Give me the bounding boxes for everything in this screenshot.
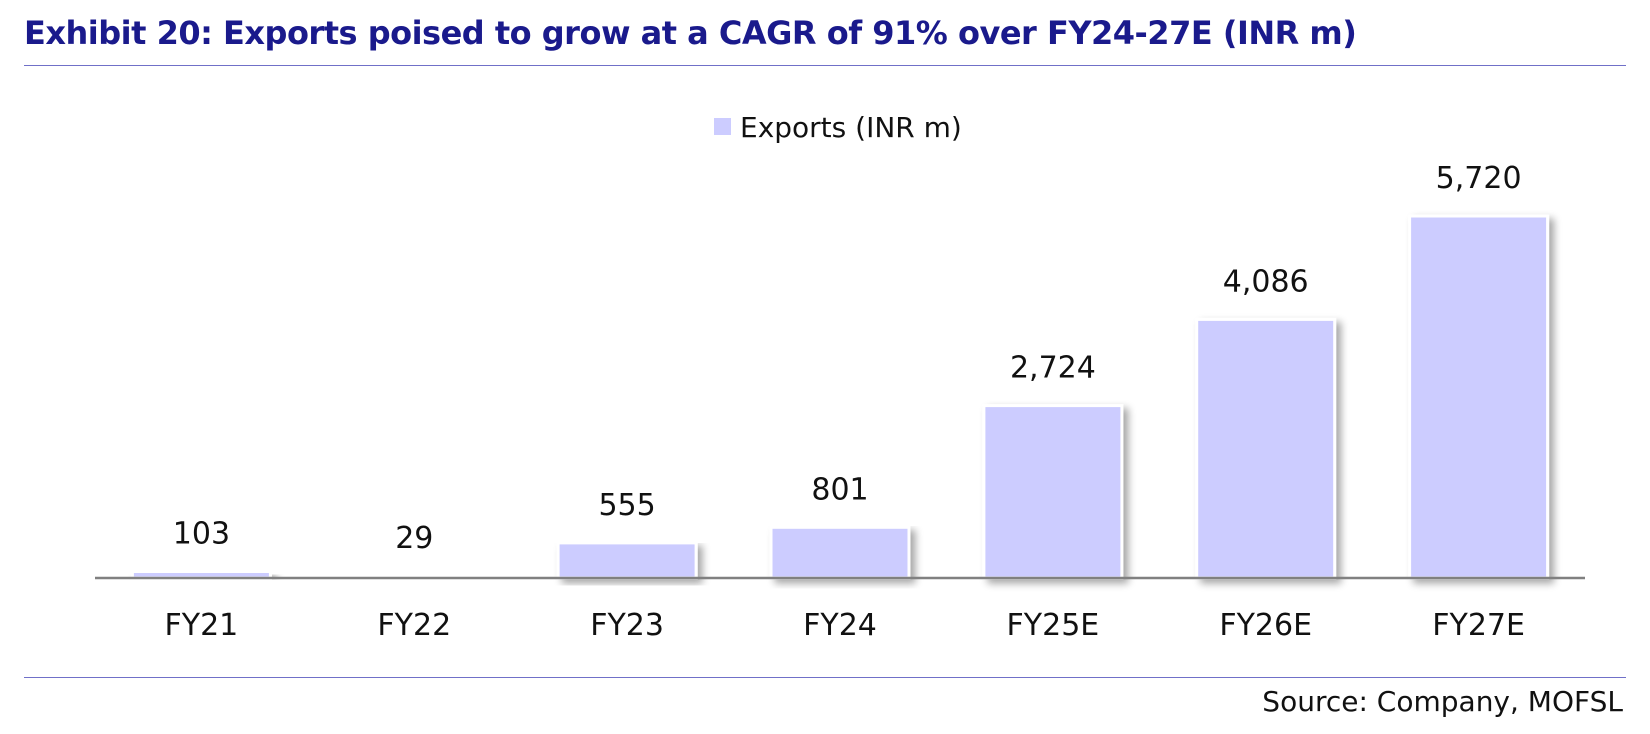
- category-label-fy25e: FY25E: [1007, 608, 1100, 643]
- source-note: Source: Company, MOFSL: [1262, 685, 1623, 718]
- value-label-fy23: 555: [598, 488, 655, 523]
- value-labels-group: 103 29 555 801 2,724 4,086 5,720: [173, 161, 1522, 556]
- legend: Exports (INR m): [714, 111, 962, 144]
- value-label-fy25e: 2,724: [1010, 351, 1096, 386]
- value-label-fy27e: 5,720: [1436, 161, 1522, 196]
- title-divider: [24, 65, 1626, 66]
- category-label-fy23: FY23: [590, 608, 664, 643]
- category-labels-group: FY21 FY22 FY23 FY24 FY25E FY26E FY27E: [165, 608, 1525, 643]
- value-label-fy21: 103: [173, 517, 230, 552]
- bar-fy27e: [1408, 214, 1550, 580]
- bars-group: [130, 214, 1550, 580]
- bar-fy26e: [1195, 317, 1337, 580]
- category-label-fy27e: FY27E: [1432, 608, 1525, 643]
- bar-fy25e: [982, 404, 1124, 580]
- legend-label: Exports (INR m): [740, 111, 962, 144]
- legend-swatch: [714, 118, 731, 135]
- value-label-fy22: 29: [395, 521, 433, 556]
- exhibit-title: Exhibit 20: Exports poised to grow at a …: [24, 14, 1357, 52]
- category-label-fy26e: FY26E: [1219, 608, 1312, 643]
- footer-divider: [24, 677, 1626, 678]
- value-label-fy24: 801: [811, 472, 868, 507]
- bar-fy23: [556, 541, 698, 580]
- category-label-fy24: FY24: [803, 608, 877, 643]
- category-label-fy21: FY21: [165, 608, 239, 643]
- value-label-fy26e: 4,086: [1223, 264, 1309, 299]
- bar-fy24: [769, 525, 911, 580]
- category-label-fy22: FY22: [377, 608, 451, 643]
